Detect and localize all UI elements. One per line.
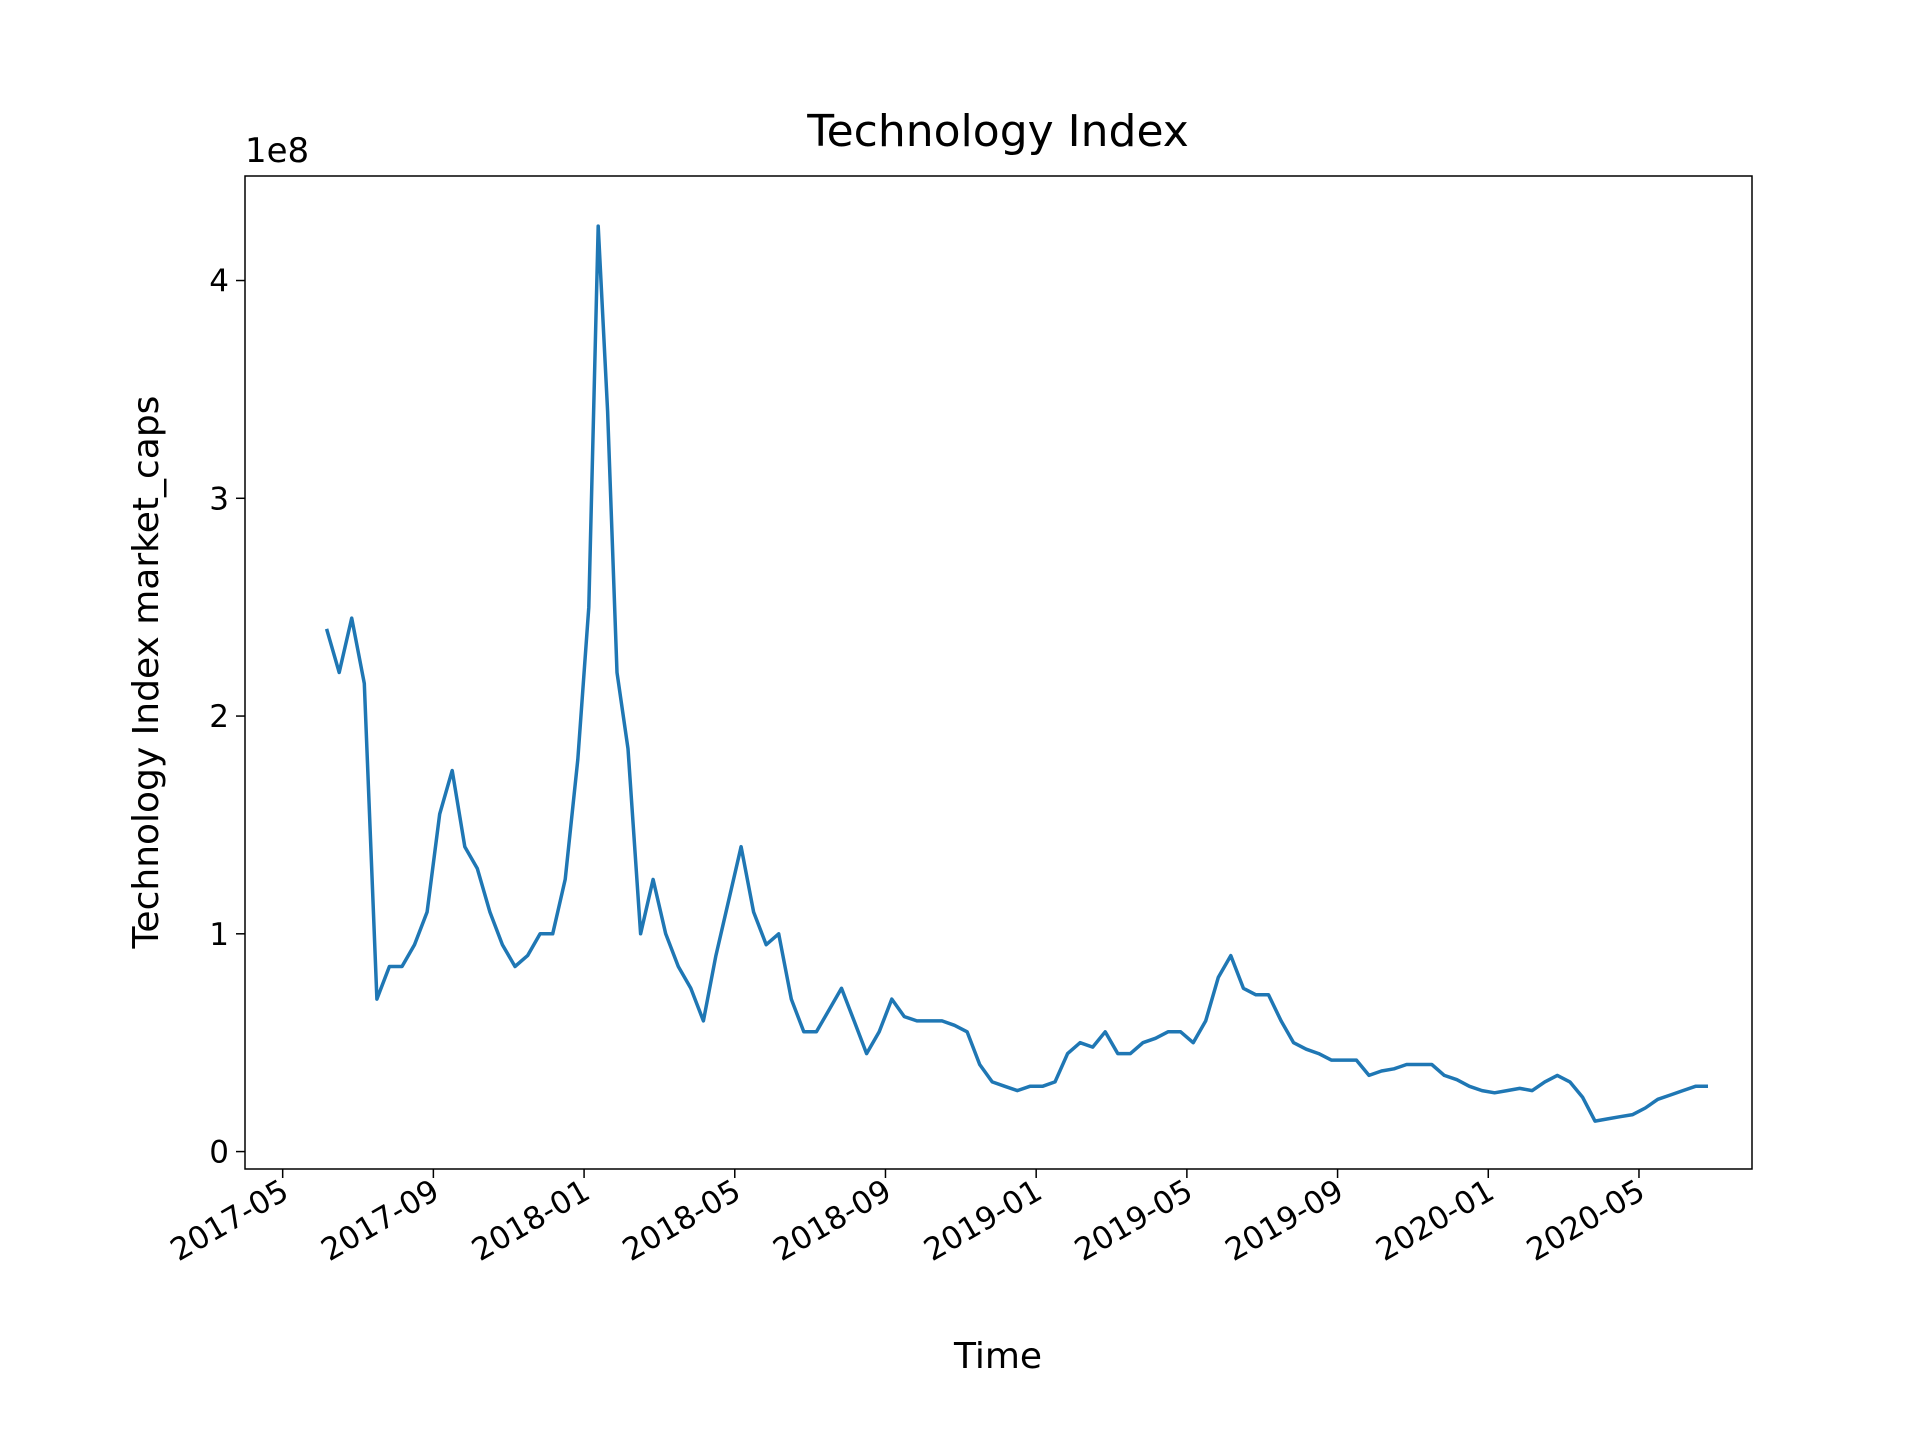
plot-frame	[244, 175, 1753, 1170]
x-axis-label: Time	[953, 1336, 1042, 1377]
chart-title: Technology Index	[806, 106, 1189, 157]
y-tick-label: 0	[209, 1135, 229, 1171]
y-offset-label: 1e8	[245, 131, 309, 171]
y-tick-label: 3	[209, 481, 229, 517]
y-tick-label: 2	[209, 699, 229, 735]
y-tick-label: 4	[209, 264, 229, 300]
y-tick-label: 1	[209, 917, 229, 953]
data-line	[324, 224, 1708, 1123]
y-axis-label: Technology Index market_caps	[126, 396, 167, 950]
